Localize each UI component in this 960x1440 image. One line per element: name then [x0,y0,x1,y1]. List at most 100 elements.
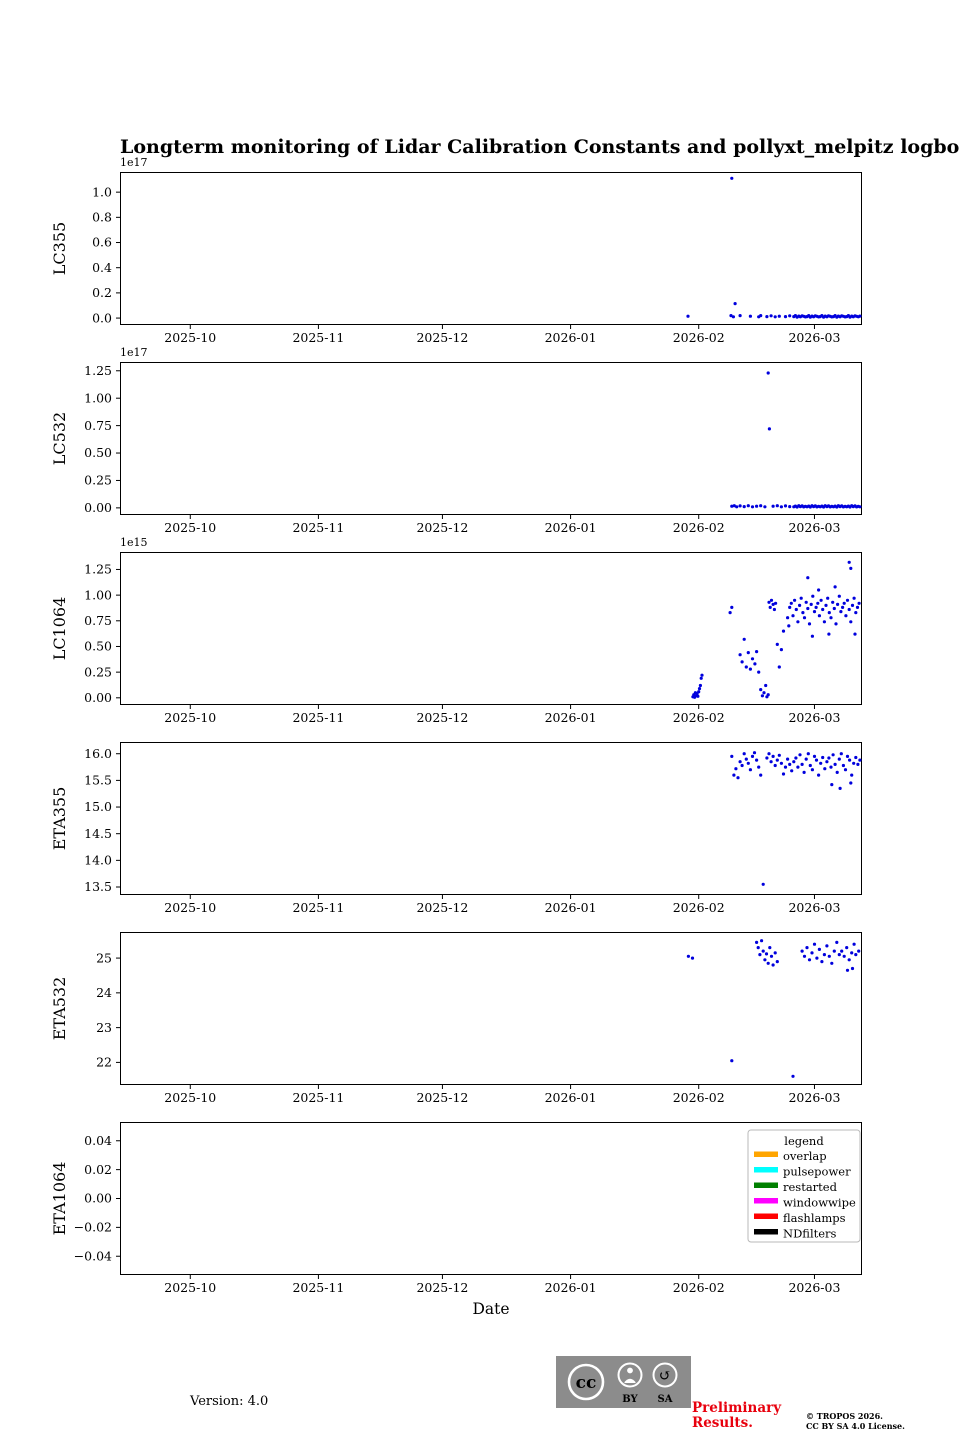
y-tick-label: 1.00 [84,587,112,602]
scatter-points [686,939,861,1078]
x-tick-label: 2025-12 [416,1280,468,1295]
preliminary-note: Preliminary Results. [692,1401,781,1431]
scatter-points [730,371,862,509]
x-tick-label: 2025-10 [164,1280,216,1295]
legend-swatch-windowwipe [754,1198,778,1204]
x-tick-label: 2026-02 [673,330,725,345]
y-tick-label: 0.00 [84,1191,112,1206]
x-tick-label: 2025-10 [164,520,216,535]
x-tick-label: 2025-12 [416,520,468,535]
scatter-points [691,560,861,699]
y-tick-label: 15.5 [84,773,112,788]
y-axis-ticks: −0.04 −0.02 0.00 0.02 0.04 [74,1133,120,1263]
y-tick-label: 13.5 [84,879,112,894]
x-tick-label: 2026-01 [545,1280,597,1295]
plot-area: 2025-10 2025-11 2025-12 2026-01 2026-02 2026-… [50,932,862,1105]
y-axis-label: ETA355 [50,787,69,851]
x-tick-label: 2025-12 [416,710,468,725]
x-axis-ticks: 2025-10 2025-11 2025-12 2026-01 2026-02 2026-… [164,325,840,345]
y-tick-label: 0.2 [92,285,112,300]
x-tick-label: 2026-02 [673,1280,725,1295]
plot-area: 2025-10 2025-11 2025-12 2026-01 2026-02 2026-… [50,156,862,345]
x-tick-label: 2026-02 [673,710,725,725]
y-axis-ticks: 13.5 14.0 14.5 15.0 15.5 16.0 [84,746,120,894]
scatter-points [686,176,862,319]
y-tick-label: −0.04 [74,1248,112,1263]
x-tick-label: 2026-01 [545,710,597,725]
y-tick-label: 0.00 [84,690,112,705]
subplot-lc1064: 2025-10 2025-11 2025-12 2026-01 2026-02 2026-… [50,536,862,725]
y-tick-label: 25 [96,950,112,965]
cc-logo-icon [567,1363,605,1401]
x-tick-label: 2026-02 [673,1090,725,1105]
x-tick-label: 2026-03 [788,710,840,725]
legend-swatch-overlap [754,1151,778,1157]
x-tick-label: 2025-10 [164,1090,216,1105]
y-tick-label: 0.75 [84,613,112,628]
cc-logo-text: cc [576,1373,597,1393]
y-axis-label: LC532 [50,412,69,465]
axis-offset-label: 1e17 [120,346,148,359]
y-tick-label: 15.0 [84,799,112,814]
y-tick-label: 0.8 [92,210,112,225]
axes-frame [120,362,862,515]
version-text: Version: 4.0 [190,1394,269,1409]
axis-offset-label: 1e15 [120,536,148,549]
y-tick-label: 0.02 [84,1162,112,1177]
x-tick-label: 2025-11 [292,330,344,345]
x-tick-label: 2025-10 [164,710,216,725]
y-tick-label: 0.50 [84,639,112,654]
y-tick-label: 14.5 [84,826,112,841]
subplot-eta355: 2025-10 2025-11 2025-12 2026-01 2026-02 2026-… [50,742,862,915]
x-tick-label: 2026-02 [673,520,725,535]
legend-title: legend [784,1134,824,1148]
x-axis-ticks: 2025-10 2025-11 2025-12 2026-01 2026-02 2026-… [164,705,840,725]
scatter-points [730,751,862,886]
y-tick-label: 1.00 [84,390,112,405]
cc-by-person-body-icon [624,1378,636,1383]
y-tick-label: 0.6 [92,235,112,250]
y-tick-label: 23 [96,1020,112,1035]
copyright-note: © TROPOS 2026. CC BY SA 4.0 License. [806,1411,905,1431]
figure-title: Longterm monitoring of Lidar Calibration… [120,136,960,158]
y-axis-ticks: 0.00 0.25 0.50 0.75 1.00 1.25 [84,562,120,705]
preliminary-line-2: Results. [692,1415,753,1431]
axes-frame [120,1122,862,1275]
x-axis-ticks: 2025-10 2025-11 2025-12 2026-01 2026-02 2026-… [164,515,840,535]
x-tick-label: 2025-11 [292,1280,344,1295]
y-tick-label: 22 [96,1055,112,1070]
x-axis-ticks: 2025-10 2025-11 2025-12 2026-01 2026-02 2026-… [164,1085,840,1105]
x-axis-ticks: 2025-10 2025-11 2025-12 2026-01 2026-02 2026-… [164,1275,840,1295]
legend-label-pulsepower: pulsepower [783,1165,851,1179]
x-tick-label: 2025-11 [292,710,344,725]
x-tick-label: 2025-10 [164,330,216,345]
y-axis-label: LC1064 [50,597,69,661]
y-tick-label: 14.0 [84,853,112,868]
plot-area: 2025-10 2025-11 2025-12 2026-01 2026-02 2026-… [50,742,862,915]
x-tick-label: 2025-12 [416,330,468,345]
y-tick-label: 0.25 [84,664,112,679]
x-tick-label: 2026-01 [545,1090,597,1105]
y-axis-label: ETA1064 [50,1162,69,1236]
y-tick-label: 0.50 [84,445,112,460]
x-tick-label: 2025-11 [292,520,344,535]
x-tick-label: 2025-12 [416,1090,468,1105]
y-tick-label: 1.25 [84,562,112,577]
axis-offset-label: 1e17 [120,156,148,169]
axes-frame [120,552,862,705]
x-tick-label: 2026-01 [545,900,597,915]
copyright-line-1: © TROPOS 2026. [806,1411,883,1421]
plot-area: 2025-10 2025-11 2025-12 2026-01 2026-02 2026-… [50,346,862,535]
cc-by-person-head-icon [627,1367,633,1374]
subplot-lc532: 2025-10 2025-11 2025-12 2026-01 2026-02 2026-… [50,346,862,535]
cc-by-label: BY [622,1394,638,1405]
legend-label-NDfilters: NDfilters [783,1227,837,1241]
x-tick-label: 2026-01 [545,330,597,345]
axes-frame [120,742,862,895]
x-tick-label: 2025-10 [164,900,216,915]
x-axis-title: Date [472,1300,510,1318]
subplot-lc355: 2025-10 2025-11 2025-12 2026-01 2026-02 2026-… [50,156,862,345]
cc-sa-icon [652,1362,678,1388]
y-tick-label: 1.25 [84,363,112,378]
